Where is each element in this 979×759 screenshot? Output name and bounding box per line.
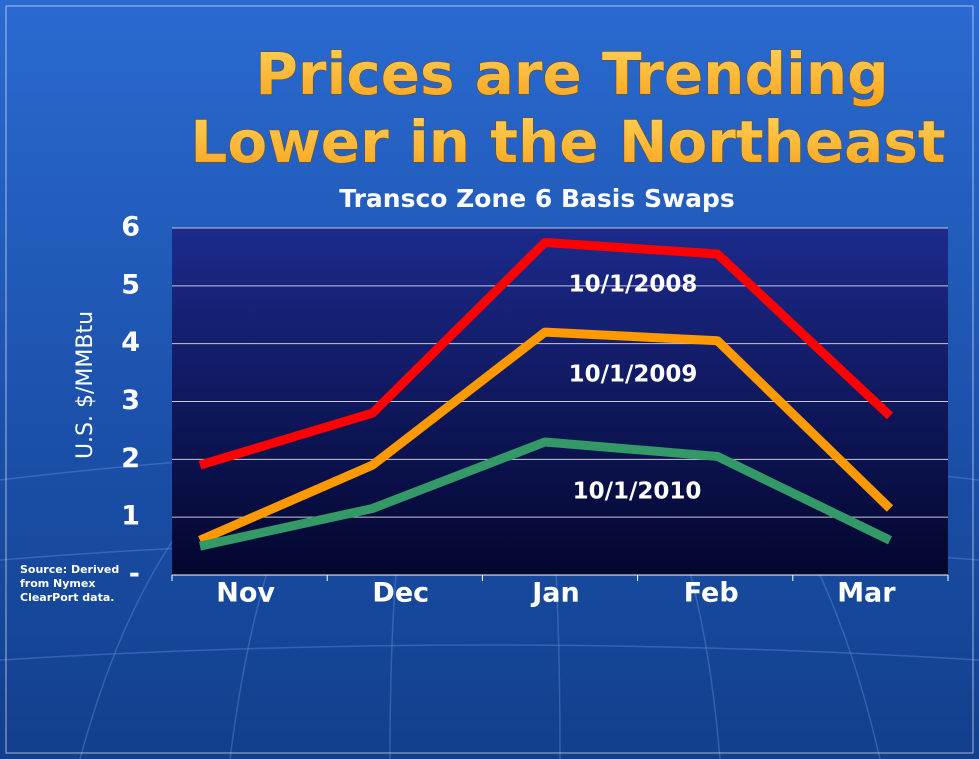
source-note: ClearPort data. — [20, 591, 114, 604]
y-tick-label: - — [129, 559, 140, 590]
source-note: Source: Derived — [20, 563, 119, 576]
y-tick-label: 2 — [121, 443, 140, 474]
source-note: from Nymex — [20, 577, 95, 590]
x-tick-label: Mar — [837, 578, 896, 609]
series-line — [198, 327, 894, 545]
subtitle: Transco Zone 6 Basis Swaps — [339, 184, 734, 213]
x-tick-label: Jan — [530, 578, 580, 609]
y-axis-label: U.S. $/MMBtu — [73, 311, 98, 459]
y-tick-label: 4 — [121, 327, 140, 358]
y-tick-label: 6 — [121, 212, 140, 243]
y-tick-label: 1 — [121, 501, 140, 532]
title-line: Prices are Trending — [255, 40, 888, 108]
frame — [5, 5, 974, 754]
title-line: Lower in the Northeast — [190, 108, 945, 176]
series-label: 10/1/2010 — [573, 479, 702, 505]
y-tick-label: 3 — [121, 385, 140, 416]
x-tick-label: Feb — [684, 578, 739, 609]
series-line — [199, 437, 892, 551]
y-tick-label: 5 — [121, 269, 140, 300]
series-label: 10/1/2008 — [569, 272, 698, 298]
x-tick-label: Dec — [372, 578, 429, 609]
series-label: 10/1/2009 — [569, 362, 698, 388]
series-line — [198, 237, 894, 470]
x-tick-label: Nov — [216, 578, 275, 609]
